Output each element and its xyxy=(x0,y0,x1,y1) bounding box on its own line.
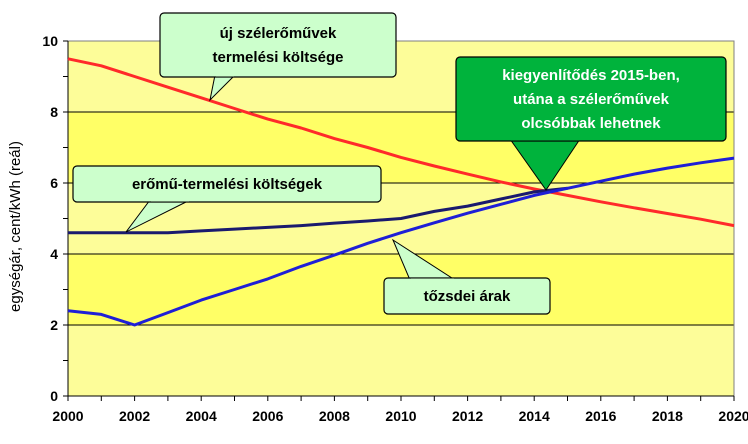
callout-plant-cost: erőmű-termelési költségek xyxy=(72,165,382,233)
callout-text: olcsóbbak lehetnek xyxy=(521,115,661,132)
x-tick-label: 2010 xyxy=(385,408,416,424)
callout-text: új szélerőművek xyxy=(220,25,337,42)
wind-cost-line xyxy=(67,57,735,228)
callout-text: termelési költsége xyxy=(213,49,344,66)
callout-box xyxy=(383,277,551,315)
y-tick-label: 10 xyxy=(42,33,58,49)
callout-parity: kiegyenlítődés 2015-ben, utána a szélerőm… xyxy=(455,56,727,191)
callout-text: kiegyenlítődés 2015-ben, xyxy=(502,67,680,84)
y-tick-label: 8 xyxy=(50,104,58,120)
x-tick-label: 2002 xyxy=(119,408,150,424)
y-tick-label: 6 xyxy=(50,175,58,191)
callout-text: utána a szélerőművek xyxy=(513,91,670,108)
market-price-line xyxy=(67,156,735,327)
x-tick-label: 2018 xyxy=(652,408,683,424)
callout-text: tőzsdei árak xyxy=(424,288,511,305)
y-tick-label: 2 xyxy=(50,317,58,333)
y-tick-label: 4 xyxy=(50,246,58,262)
x-tick-label: 2000 xyxy=(52,408,83,424)
x-tick-label: 2016 xyxy=(585,408,616,424)
plant-cost-line xyxy=(68,186,568,235)
y-axis-label: egységár, cent/kWh (reál) xyxy=(7,141,24,312)
x-tick-label: 2014 xyxy=(519,408,550,424)
callout-wind-cost: új szélerőművek termelési költsége xyxy=(159,12,397,102)
x-tick-label: 2006 xyxy=(252,408,283,424)
callout-text: erőmű-termelési költségek xyxy=(132,176,323,193)
callout-box xyxy=(455,56,727,142)
x-tick-label: 2012 xyxy=(452,408,483,424)
plot-band xyxy=(68,325,734,396)
callout-market-price: tőzsdei árak xyxy=(383,238,551,315)
y-tick-label: 0 xyxy=(50,388,58,404)
callout-box xyxy=(72,165,382,203)
x-tick-label: 2020 xyxy=(718,408,748,424)
x-tick-label: 2008 xyxy=(319,408,350,424)
callout-box xyxy=(159,12,397,78)
x-tick-label: 2004 xyxy=(186,408,217,424)
